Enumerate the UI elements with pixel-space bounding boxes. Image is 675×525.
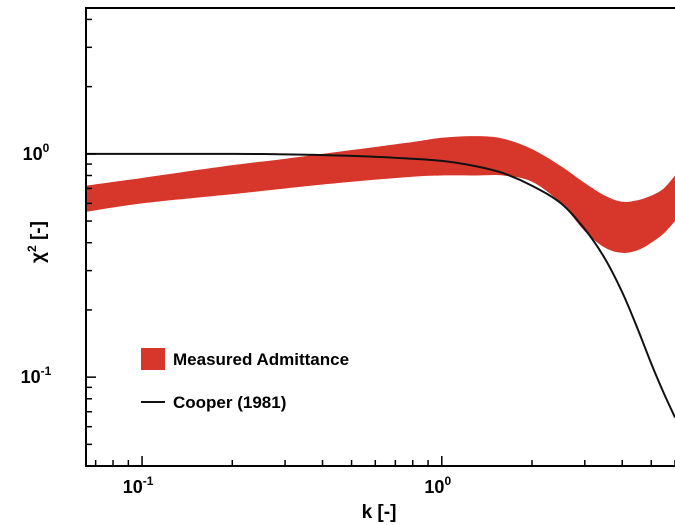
x-axis-ticks: 10-1 100 — [94, 456, 675, 497]
legend-swatch-measured-admittance — [141, 348, 165, 370]
cooper-1981-line — [86, 152, 675, 418]
axes-frame — [85, 7, 675, 467]
y-axis-label: χ2 [-] — [25, 221, 49, 263]
x-tick-label: 10-1 — [123, 474, 154, 497]
y-axis-ticks: 10-1 100 — [21, 18, 96, 467]
legend: Measured Admittance Cooper (1981) — [141, 348, 349, 412]
plot-content — [86, 136, 675, 418]
x-axis-label: k [-] — [362, 502, 397, 523]
measured-admittance-band — [86, 136, 675, 254]
y-tick-label: 100 — [23, 141, 50, 164]
legend-label-measured-admittance: Measured Admittance — [173, 350, 349, 369]
legend-label-cooper-1981: Cooper (1981) — [173, 393, 286, 412]
x-tick-label: 100 — [424, 474, 451, 497]
y-tick-label: 10-1 — [21, 364, 52, 387]
